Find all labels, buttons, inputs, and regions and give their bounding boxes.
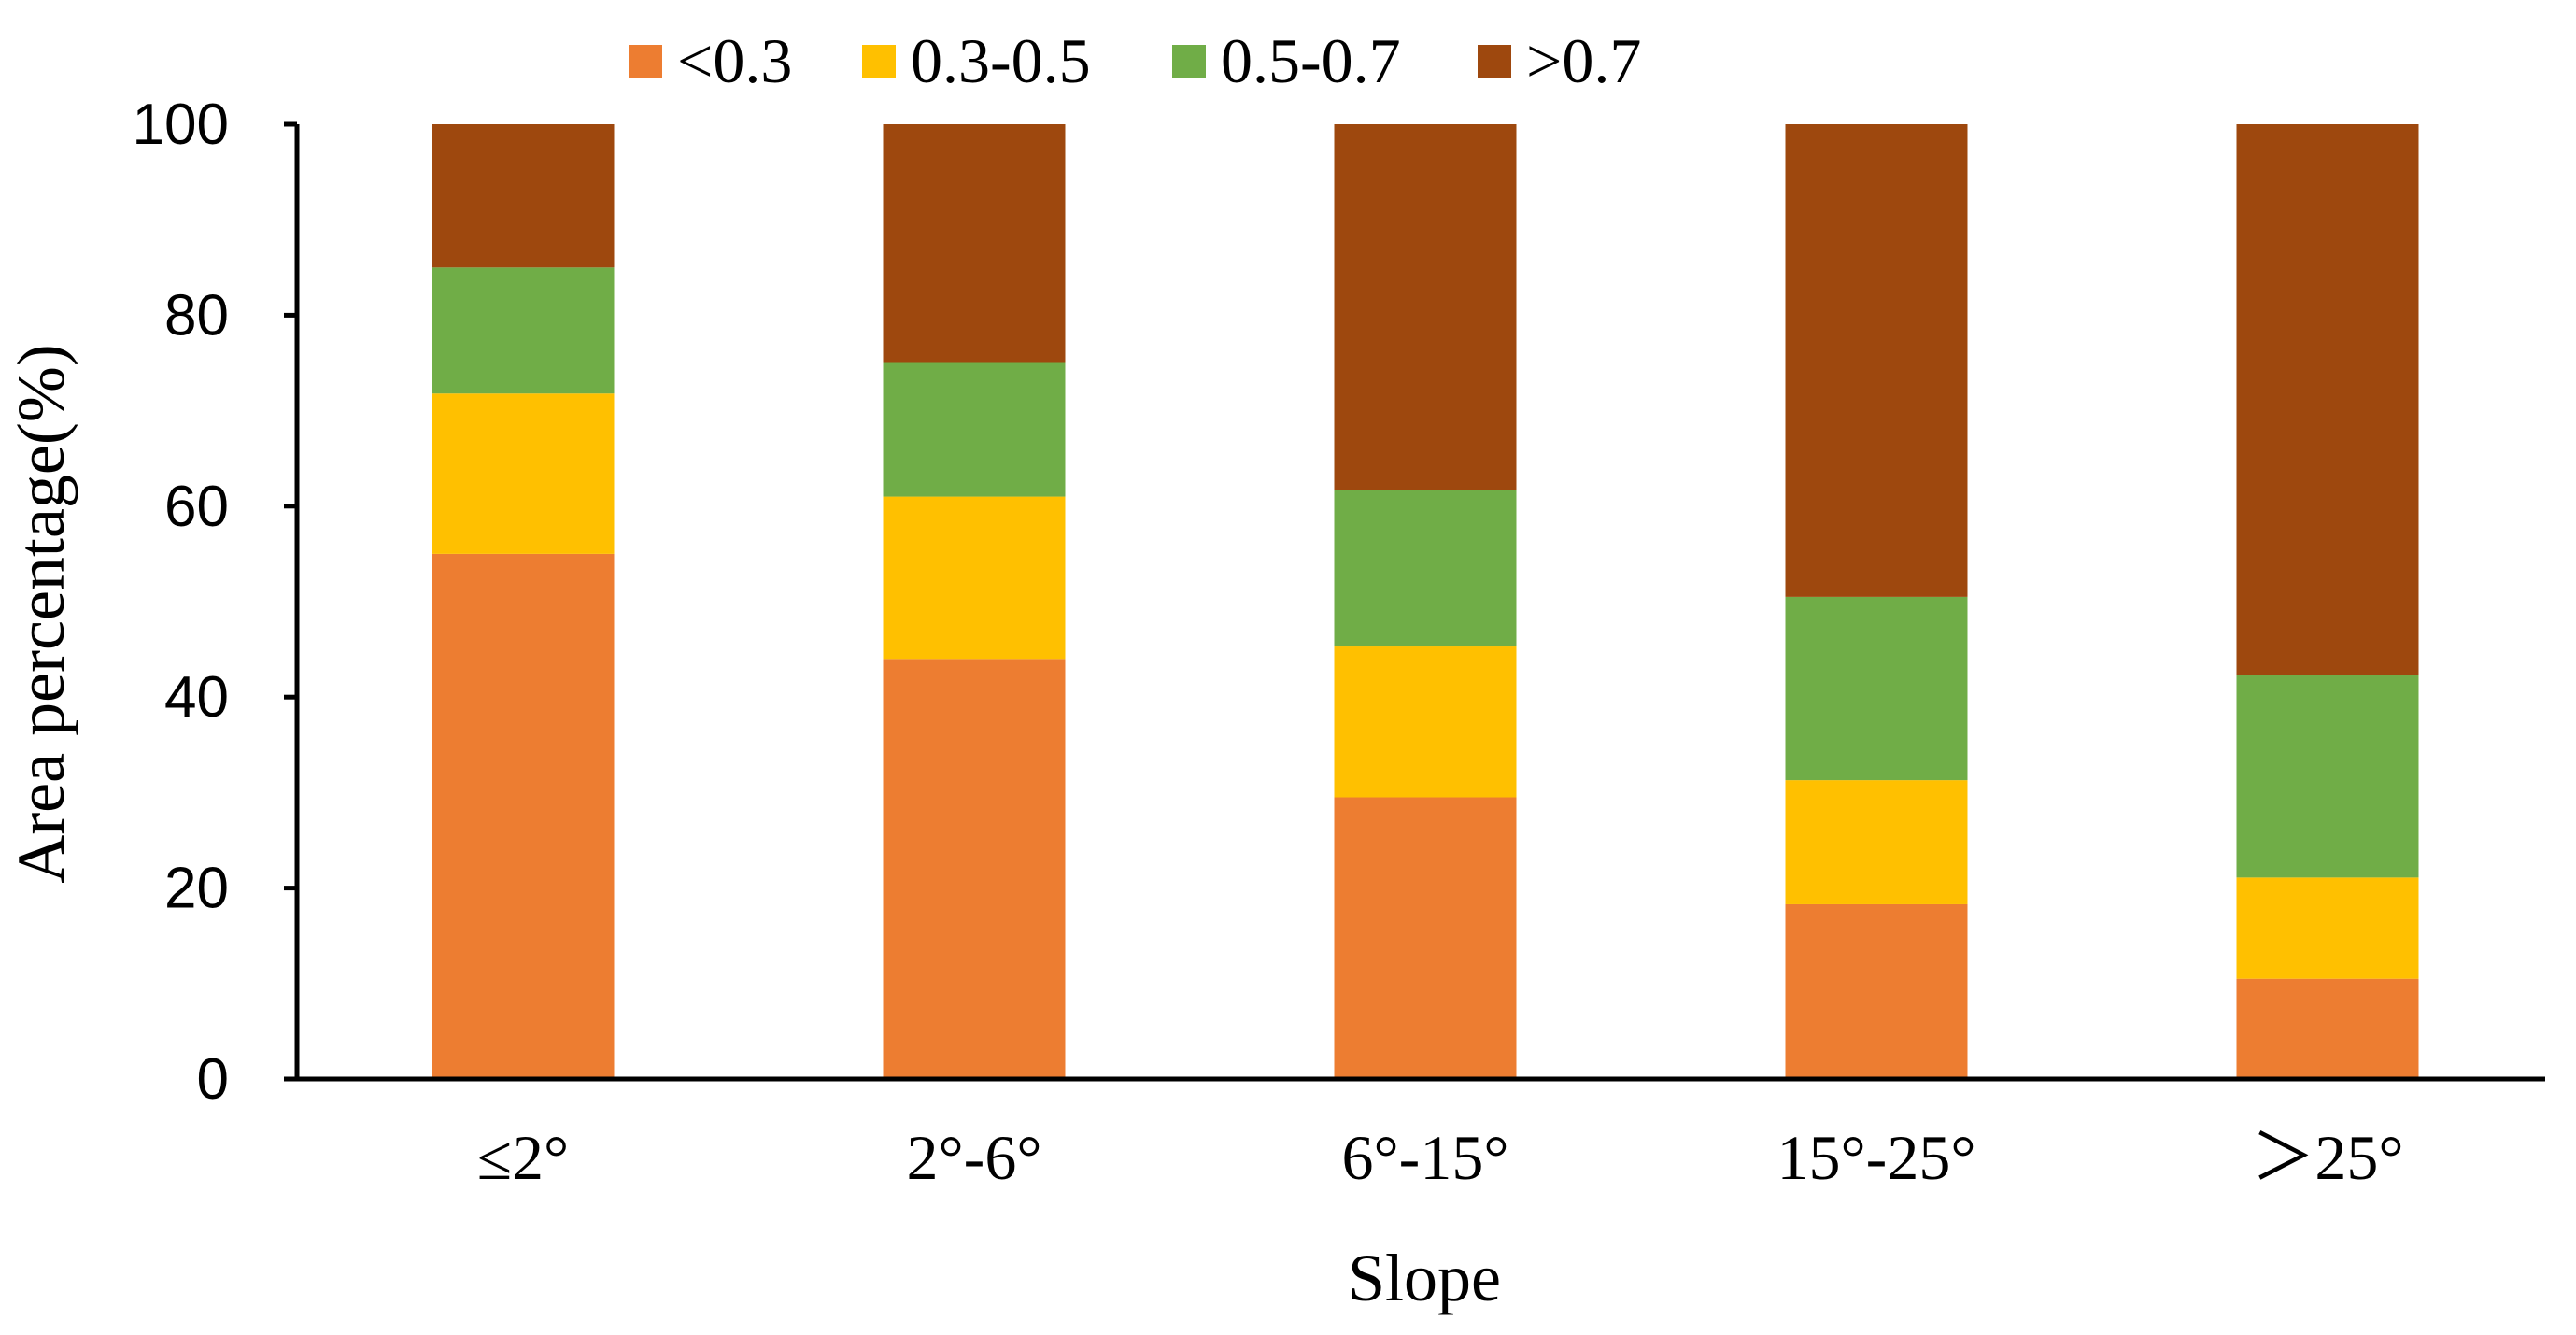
legend-swatch-2 xyxy=(862,45,896,78)
bar-2-series-2 xyxy=(432,393,615,554)
bar-25-series-2 xyxy=(2236,877,2419,979)
bar-2-6-series-2 xyxy=(883,496,1066,660)
y-tick-label: 60 xyxy=(164,475,229,539)
legend-label-4: >0.7 xyxy=(1526,25,1641,96)
x-tick-labels: ≤2° 2°-6° 6°-15° 15°-25° ＞25° xyxy=(477,1122,2404,1193)
x-tick-label: ≤2° xyxy=(477,1122,570,1193)
y-tick-label: 0 xyxy=(197,1047,229,1112)
y-tick-labels: 0 20 40 60 80 100 xyxy=(133,92,229,1112)
x-tick-label: 15°-25° xyxy=(1776,1122,1975,1193)
legend-label-1: <0.3 xyxy=(677,25,792,96)
bar-25-series-4 xyxy=(2236,124,2419,675)
legend-swatch-4 xyxy=(1478,45,1511,78)
x-tick-label: ＞25° xyxy=(2251,1122,2403,1193)
legend-swatch-3 xyxy=(1172,45,1206,78)
x-tick-label: 6°-15° xyxy=(1341,1122,1508,1193)
bar-2-series-4 xyxy=(432,124,615,268)
bar-15-25-series-4 xyxy=(1785,124,1968,597)
bar-2-6-series-4 xyxy=(883,124,1066,363)
bar-2-6-series-1 xyxy=(883,659,1066,1079)
bar-stacks xyxy=(432,124,2419,1079)
y-tick-label: 40 xyxy=(164,665,229,730)
bar-15-25-series-2 xyxy=(1785,780,1968,904)
bar-2-series-3 xyxy=(432,267,615,394)
bar-2-series-1 xyxy=(432,553,615,1079)
x-tick-label: 2°-6° xyxy=(906,1122,1041,1193)
y-axis-title: Area percentage(%) xyxy=(4,344,78,884)
axes xyxy=(284,121,2545,1082)
bar-6-15-series-1 xyxy=(1334,797,1517,1079)
bar-25-series-1 xyxy=(2236,978,2419,1079)
bar-6-15-series-4 xyxy=(1334,124,1517,490)
y-tick-label: 20 xyxy=(164,857,229,921)
legend-label-3: 0.5-0.7 xyxy=(1221,25,1401,96)
bar-25-series-3 xyxy=(2236,675,2419,878)
bar-6-15-series-2 xyxy=(1334,646,1517,798)
bar-15-25-series-1 xyxy=(1785,903,1968,1079)
bar-6-15-series-3 xyxy=(1334,490,1517,647)
legend-label-2: 0.3-0.5 xyxy=(911,25,1091,96)
legend-swatch-1 xyxy=(629,45,662,78)
y-tick-label: 80 xyxy=(164,283,229,348)
bar-2-6-series-3 xyxy=(883,362,1066,497)
y-tick-label: 100 xyxy=(133,92,229,157)
bar-15-25-series-3 xyxy=(1785,596,1968,781)
legend: <0.3 0.3-0.5 0.5-0.7 >0.7 xyxy=(629,25,1641,96)
x-axis-title: Slope xyxy=(1348,1241,1501,1315)
